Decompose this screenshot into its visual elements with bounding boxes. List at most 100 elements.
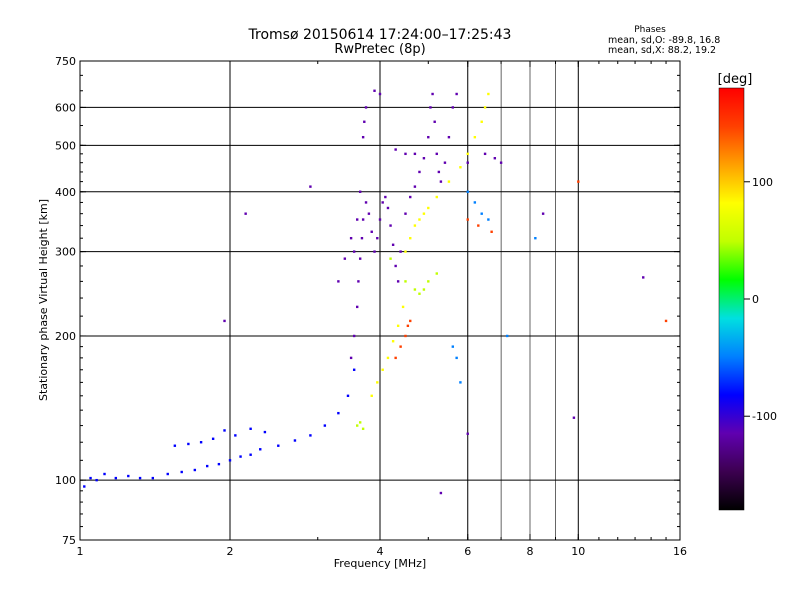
data-point — [404, 280, 407, 283]
x-tick-label: 10 — [571, 545, 585, 558]
y-tick-label: 500 — [55, 139, 76, 152]
data-point — [541, 212, 545, 215]
data-point — [358, 421, 362, 424]
data-point — [459, 166, 462, 169]
data-point — [381, 201, 384, 204]
data-point — [404, 152, 407, 156]
y-axis-label: Stationary phase Virtual Height [km] — [37, 199, 50, 401]
data-point — [394, 264, 397, 268]
data-point — [401, 305, 405, 309]
data-point — [364, 201, 368, 204]
data-point — [367, 212, 371, 215]
data-point — [389, 257, 392, 260]
data-point — [487, 92, 490, 96]
data-point — [499, 161, 503, 164]
data-point — [138, 476, 142, 480]
data-point — [577, 180, 580, 183]
data-point — [396, 324, 400, 328]
data-point — [114, 476, 118, 480]
data-point — [228, 459, 232, 462]
data-point — [455, 92, 458, 96]
data-point — [361, 218, 365, 221]
data-point — [427, 280, 430, 283]
data-point — [370, 394, 373, 398]
data-point — [277, 444, 280, 447]
y-tick-label: 75 — [62, 534, 76, 547]
data-point — [223, 319, 226, 323]
data-point — [376, 381, 379, 384]
data-point — [384, 195, 387, 199]
data-point — [293, 439, 297, 442]
x-axis-label: Frequency [MHz] — [334, 557, 426, 570]
data-point — [361, 427, 365, 431]
data-point — [477, 224, 480, 227]
data-point — [352, 250, 356, 253]
data-point — [394, 148, 397, 151]
data-point — [361, 135, 365, 139]
data-point — [309, 434, 312, 437]
data-point — [376, 236, 379, 240]
data-point — [447, 180, 451, 183]
data-point — [355, 218, 359, 221]
data-point — [309, 185, 312, 188]
legend-o-stats: mean, sd,O: -89.8, 16.8 — [608, 35, 720, 46]
plot-frame — [79, 60, 681, 541]
data-point — [358, 190, 362, 193]
data-point — [534, 236, 537, 240]
data-point — [418, 170, 421, 174]
data-point — [193, 468, 197, 472]
data-point — [370, 230, 373, 233]
chart-subtitle: RwPretec (8p) — [334, 42, 425, 57]
data-point — [443, 161, 447, 164]
data-point — [263, 430, 267, 434]
legend-x-stats: mean, sd,X: 88.2, 19.2 — [608, 45, 716, 56]
data-point — [352, 368, 356, 371]
data-point — [363, 120, 366, 123]
y-tick-label: 400 — [55, 186, 76, 199]
data-point — [399, 250, 402, 253]
data-point — [466, 432, 469, 435]
data-point — [427, 206, 430, 210]
data-point — [409, 195, 412, 199]
data-point — [244, 212, 247, 215]
data-point — [343, 257, 347, 260]
data-point — [223, 429, 226, 432]
colorbar-tick-label: 0 — [752, 293, 759, 306]
data-point — [418, 218, 421, 221]
data-point — [451, 345, 455, 348]
data-point — [389, 224, 392, 227]
colorbar-label: [deg] — [718, 72, 753, 87]
data-point — [483, 152, 487, 156]
data-point — [355, 305, 359, 309]
data-point — [404, 334, 407, 338]
data-point — [386, 356, 390, 360]
data-point — [435, 195, 438, 199]
data-point — [378, 218, 382, 221]
x-tick-label: 4 — [377, 545, 384, 558]
data-point — [422, 288, 426, 291]
data-point — [406, 324, 410, 328]
data-point — [180, 470, 183, 474]
data-point — [480, 120, 483, 123]
data-point — [466, 218, 469, 221]
data-point — [373, 89, 376, 92]
data-point — [352, 334, 356, 338]
data-point — [413, 152, 417, 156]
data-point — [249, 453, 252, 456]
data-point — [337, 411, 340, 415]
data-point — [103, 472, 106, 476]
data-point — [439, 180, 443, 183]
data-point — [357, 280, 360, 283]
data-point — [409, 236, 412, 240]
colorbar-tick-label: 100 — [752, 176, 773, 189]
data-point — [435, 152, 438, 156]
data-point — [466, 190, 469, 193]
data-point — [394, 356, 397, 360]
data-point — [404, 250, 407, 253]
data-point — [413, 288, 417, 291]
colorbar-tick-label: -100 — [752, 410, 777, 423]
colorbar — [718, 87, 745, 511]
data-point — [642, 276, 645, 279]
chart-title: Tromsø 20150614 17:24:00–17:25:43 — [248, 27, 512, 43]
data-point — [480, 212, 483, 215]
